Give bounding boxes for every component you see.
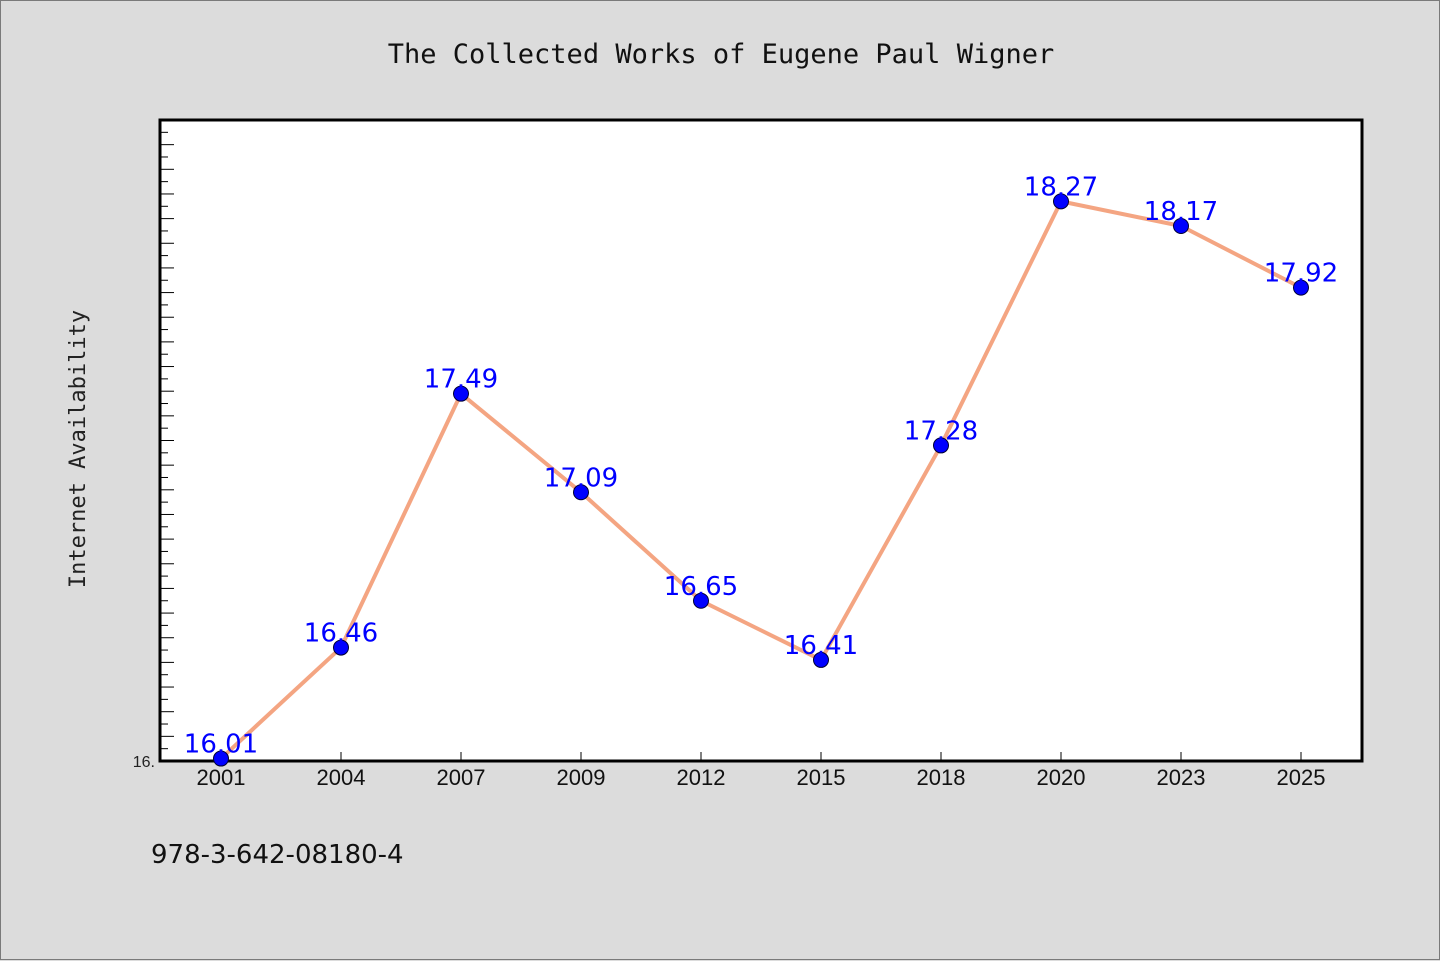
isbn-text: 978-3-642-08180-4 — [151, 840, 404, 870]
x-tick-label: 2009 — [557, 765, 606, 790]
data-label: 17.09 — [544, 463, 618, 493]
x-tick-label: 2025 — [1277, 765, 1326, 790]
data-label: 17.92 — [1264, 259, 1338, 289]
data-point — [933, 437, 949, 454]
data-label: 16.01 — [184, 730, 258, 760]
data-label: 18.17 — [1144, 197, 1218, 227]
data-point — [1173, 218, 1189, 235]
x-tick-label: 2020 — [1037, 765, 1086, 790]
x-tick-label: 2018 — [917, 765, 966, 790]
data-label: 16.41 — [784, 631, 858, 661]
x-tick-label: 2023 — [1157, 765, 1206, 790]
chart-title: The Collected Works of Eugene Paul Wigne… — [388, 39, 1054, 70]
data-label: 16.65 — [664, 572, 738, 602]
data-point — [813, 651, 829, 668]
y-tick-label: 16. — [133, 754, 155, 771]
plot-area — [158, 118, 1364, 763]
data-point — [1053, 193, 1069, 210]
y-axis-label: Internet Availability — [66, 310, 91, 588]
x-tick-label: 2015 — [797, 765, 846, 790]
x-axis-tick-labels: 2001 2004 2007 2009 2012 2015 2018 2020 2023 2025 — [197, 765, 1326, 790]
data-point — [1293, 279, 1309, 296]
x-tick-label: 2012 — [677, 765, 726, 790]
data-point-markers — [213, 193, 1309, 767]
x-tick-label: 2004 — [317, 765, 366, 790]
data-label: 18.27 — [1024, 172, 1098, 202]
data-label: 17.28 — [904, 416, 978, 446]
y-axis-ticks — [160, 119, 174, 762]
data-point — [213, 750, 229, 767]
data-point — [693, 592, 709, 609]
x-tick-label: 2001 — [197, 765, 246, 790]
data-point — [453, 385, 469, 402]
data-label: 16.46 — [304, 619, 378, 649]
data-point — [573, 484, 589, 501]
data-label: 17.49 — [424, 365, 498, 395]
data-point — [333, 639, 349, 656]
data-labels: 16.01 16.46 17.49 17.09 16.65 16.41 17.28 18.27… — [184, 172, 1338, 759]
x-tick-label: 2007 — [437, 765, 486, 790]
series-line — [219, 199, 1303, 761]
